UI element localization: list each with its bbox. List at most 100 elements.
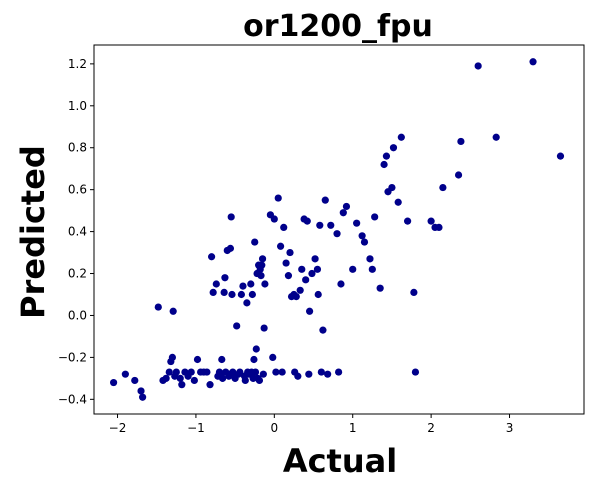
data-point [176, 374, 184, 382]
data-point [349, 265, 357, 273]
data-point [280, 223, 288, 232]
data-point [529, 58, 537, 66]
data-point [272, 368, 280, 376]
data-point [243, 299, 251, 307]
data-point [178, 381, 186, 389]
data-point [337, 280, 345, 288]
y-axis-title: Predicted [14, 145, 52, 319]
data-point [394, 198, 402, 206]
y-tick-label: 0.0 [68, 308, 87, 322]
data-point [162, 374, 170, 382]
data-point [236, 368, 244, 376]
data-point [492, 133, 500, 141]
data-point [376, 284, 384, 292]
data-point [260, 324, 268, 332]
data-point [303, 217, 311, 225]
data-point [388, 183, 396, 192]
data-point [305, 370, 313, 378]
data-point [248, 290, 256, 299]
data-point [556, 152, 565, 160]
x-axis-ticks: −2 −1 0 1 2 3 [109, 414, 514, 435]
y-tick-label: −0.2 [58, 350, 87, 364]
data-point [278, 368, 286, 376]
data-point [296, 286, 304, 294]
data-point [261, 280, 269, 288]
data-points [110, 58, 565, 401]
data-point [311, 255, 319, 263]
data-point [306, 307, 314, 315]
data-point [397, 133, 405, 141]
data-point [226, 244, 235, 252]
data-point [454, 171, 463, 179]
data-point [218, 355, 226, 364]
data-point [427, 217, 435, 225]
data-point [286, 248, 294, 257]
x-tick-label: 3 [506, 421, 514, 435]
data-point [258, 255, 267, 263]
data-point [218, 374, 227, 382]
data-point [209, 288, 217, 296]
data-point [371, 213, 379, 221]
data-point [380, 160, 388, 169]
data-point [233, 322, 241, 330]
plot-frame [93, 44, 585, 415]
x-tick-label: −2 [109, 421, 127, 435]
data-point [139, 393, 147, 401]
data-point [313, 265, 322, 273]
data-point [327, 221, 335, 229]
data-point [228, 290, 236, 299]
data-point [298, 265, 306, 273]
data-point [137, 387, 145, 395]
data-point [212, 280, 220, 288]
data-point [342, 202, 351, 211]
data-point [353, 219, 361, 227]
data-point [208, 253, 216, 261]
data-point [294, 372, 302, 380]
data-point [282, 259, 290, 267]
data-point [302, 276, 310, 284]
data-point [239, 282, 247, 290]
data-point [221, 274, 229, 282]
data-point [316, 221, 324, 229]
data-point [250, 355, 258, 364]
y-tick-label: 1.2 [68, 57, 87, 71]
data-point [165, 368, 173, 376]
data-point [276, 242, 285, 250]
data-point [193, 355, 202, 364]
data-point [368, 265, 376, 273]
data-point [241, 376, 249, 385]
data-point [335, 368, 343, 376]
data-point [270, 215, 278, 223]
y-tick-label: 0.8 [68, 141, 87, 155]
data-point [190, 376, 198, 385]
y-tick-label: −0.4 [58, 392, 87, 406]
data-point [284, 272, 293, 280]
data-point [314, 290, 322, 299]
data-point [457, 137, 465, 146]
x-tick-label: −1 [187, 421, 205, 435]
x-tick-label: 0 [270, 421, 278, 435]
data-point [358, 232, 366, 240]
y-tick-label: 0.4 [68, 225, 87, 239]
x-axis-title: Actual [283, 442, 397, 480]
data-point [168, 353, 176, 361]
data-point [206, 381, 214, 389]
data-point [259, 370, 267, 378]
data-point [247, 280, 255, 288]
data-point [252, 345, 260, 353]
y-axis-ticks: −0.4 −0.2 0.0 0.2 0.4 0.6 0.8 1.0 1.2 [58, 57, 94, 406]
chart-title: or1200_fpu [243, 9, 433, 44]
data-point [258, 261, 266, 269]
data-point [227, 213, 235, 221]
data-point [317, 368, 325, 376]
data-point [154, 303, 162, 311]
data-point [324, 370, 332, 378]
data-point [220, 288, 228, 296]
data-point [366, 255, 374, 263]
data-point [269, 353, 277, 361]
y-tick-label: 0.6 [68, 183, 87, 197]
data-point [360, 238, 369, 246]
data-point [382, 152, 391, 160]
data-point [274, 194, 282, 202]
data-point [203, 368, 211, 376]
